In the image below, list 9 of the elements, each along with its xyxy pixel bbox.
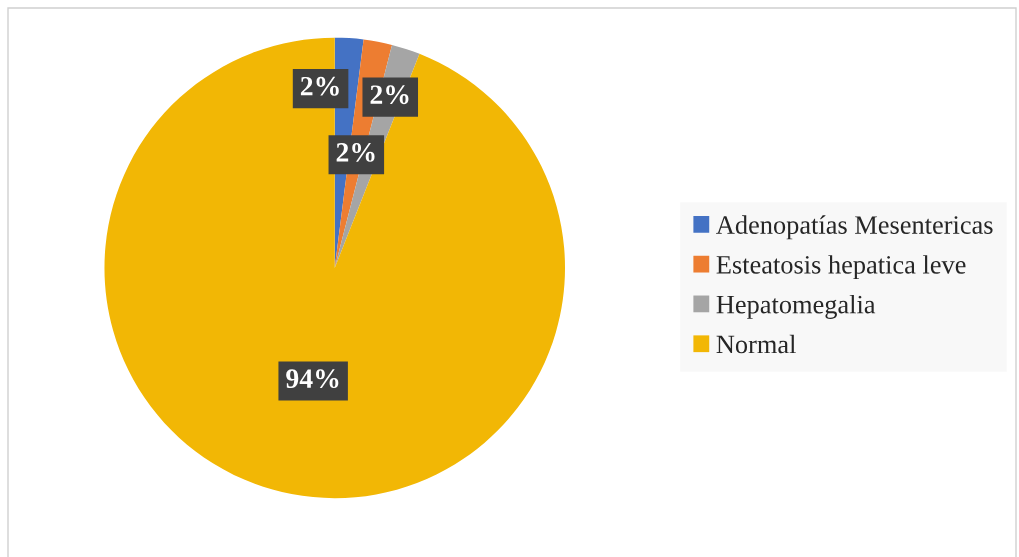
data-label: 94% <box>286 369 339 389</box>
data-label: 2% <box>300 76 339 96</box>
data-label: 2% <box>336 143 375 162</box>
pie-slice <box>104 37 566 499</box>
legend-label: Hepatomegalia <box>716 294 876 319</box>
legend-label: Adenopatías Mesentericas <box>716 215 993 240</box>
legend-label: Normal <box>716 334 796 354</box>
legend-label: Esteatosis hepatica leve <box>716 255 966 280</box>
data-label: 2% <box>370 85 409 105</box>
